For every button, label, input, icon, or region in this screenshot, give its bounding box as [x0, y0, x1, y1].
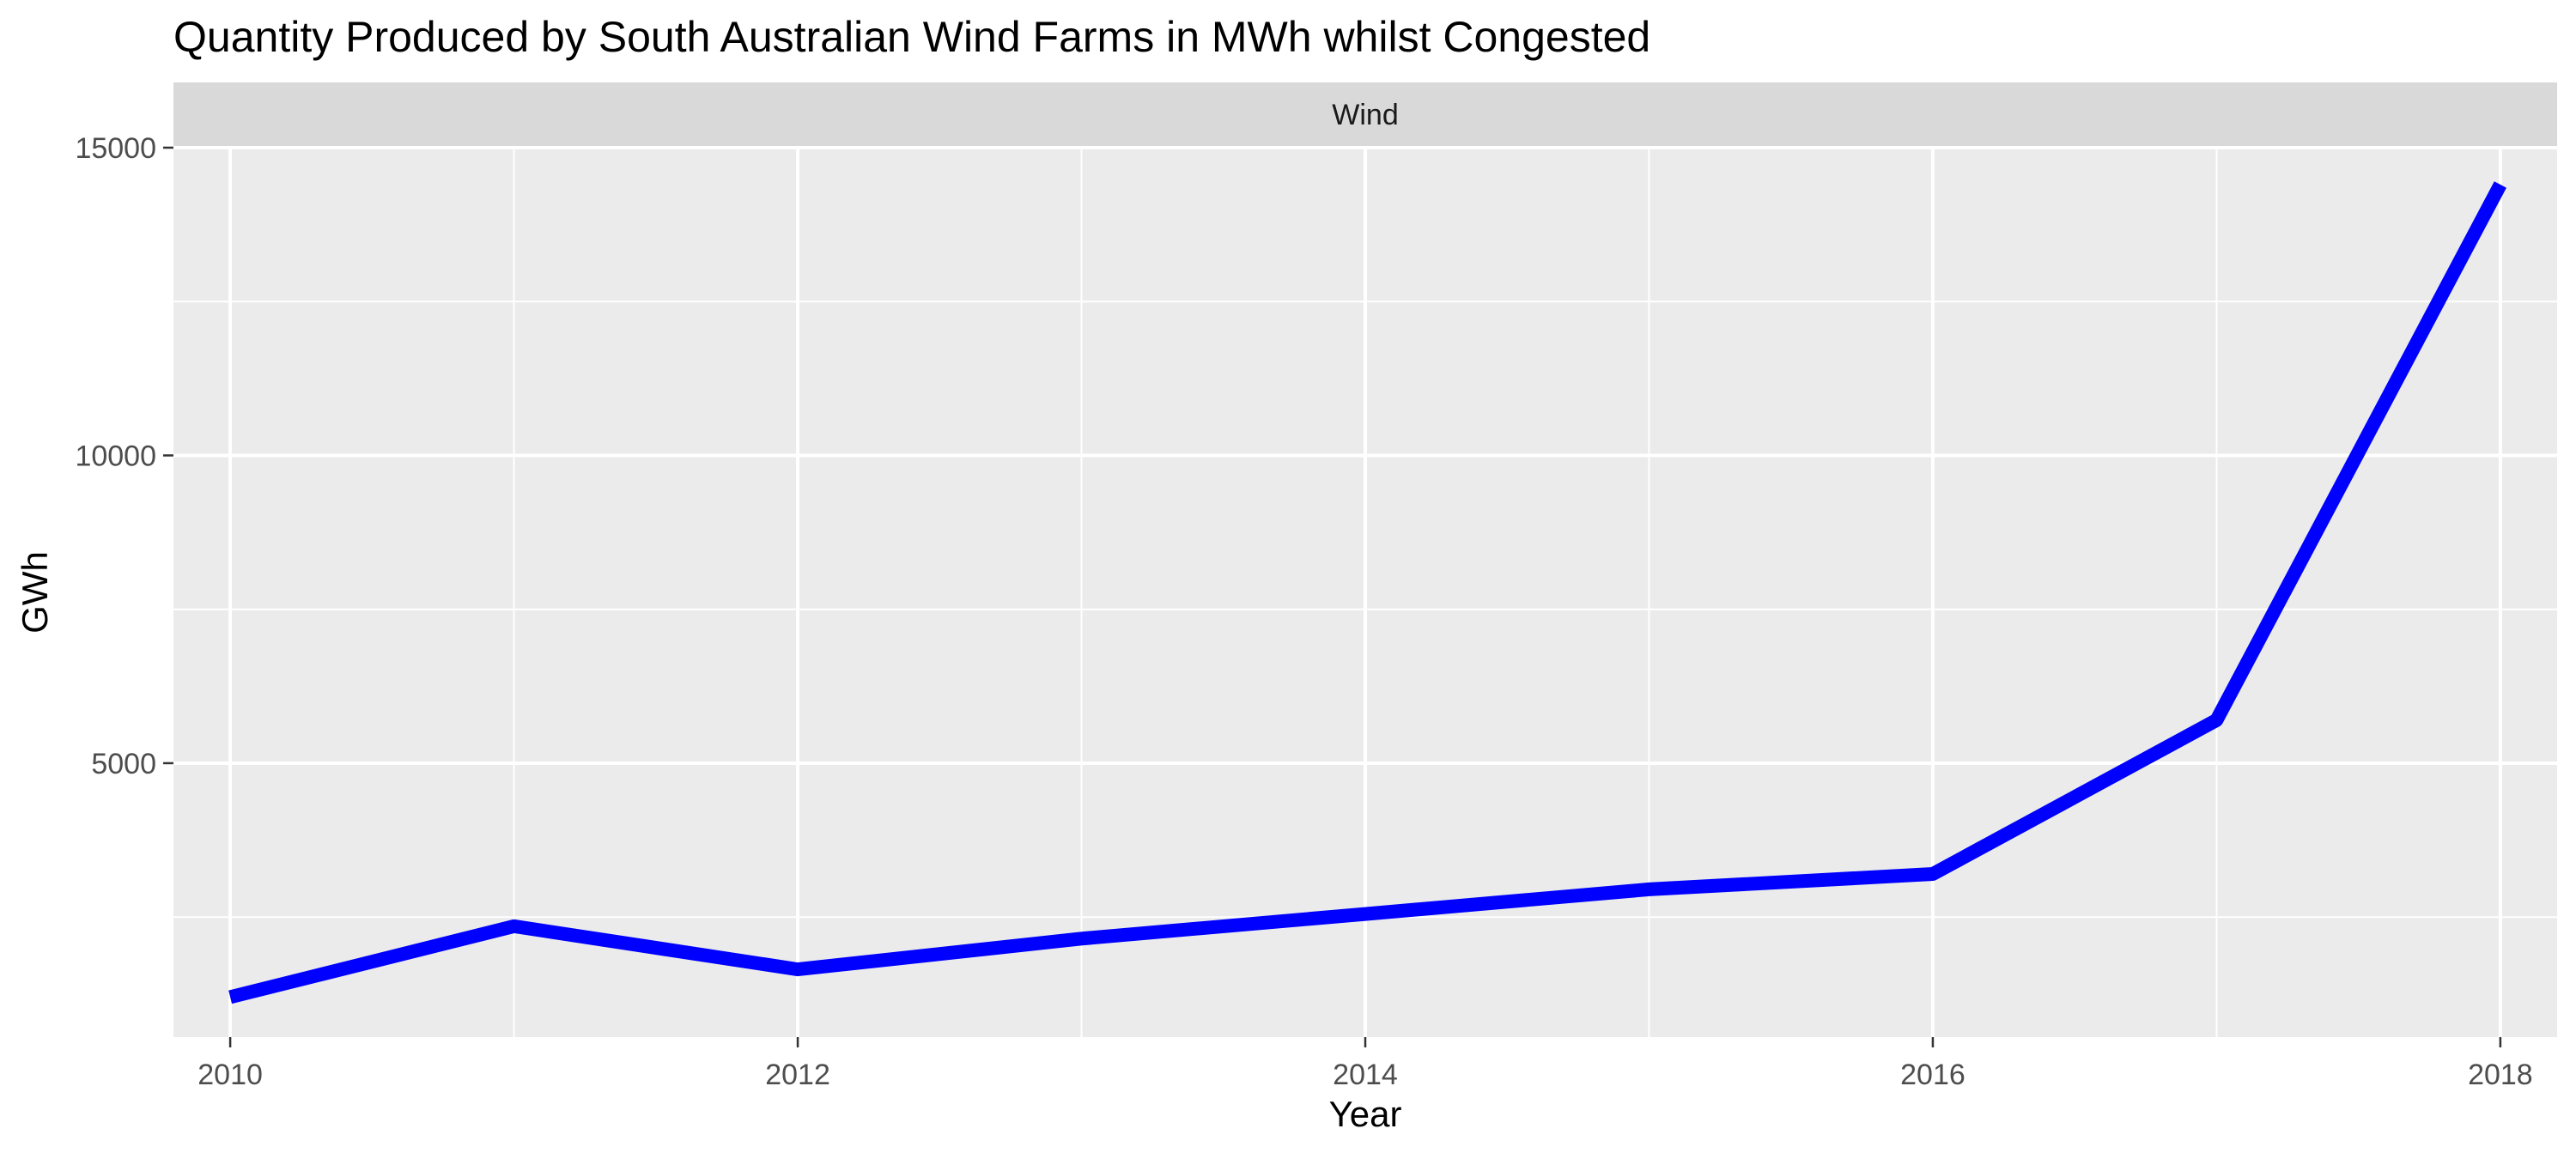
y-tick-label: 15000	[75, 132, 156, 165]
y-tick-label: 5000	[91, 748, 156, 780]
x-axis-tick-labels: 2010 2012 2014 2016 2018	[197, 1059, 2532, 1091]
facet-strip-label: Wind	[1332, 99, 1398, 131]
x-tick-label: 2014	[1333, 1059, 1398, 1091]
x-tick-label: 2016	[1900, 1059, 1965, 1091]
x-axis-title: Year	[1329, 1094, 1402, 1134]
x-tick-label: 2012	[765, 1059, 830, 1091]
major-gridlines	[173, 146, 2557, 1037]
axis-ticks	[163, 146, 2502, 1047]
x-tick-label: 2018	[2468, 1059, 2533, 1091]
y-tick-label: 10000	[75, 440, 156, 472]
facet-strip	[173, 82, 2557, 146]
series-line	[228, 181, 2506, 1004]
x-tick-label: 2010	[197, 1059, 263, 1091]
series-layer	[228, 181, 2506, 1004]
y-axis-title: GWh	[15, 551, 55, 634]
chart-title: Quantity Produced by South Australian Wi…	[173, 13, 1650, 61]
y-axis-tick-labels: 5000 10000 15000	[75, 132, 156, 780]
